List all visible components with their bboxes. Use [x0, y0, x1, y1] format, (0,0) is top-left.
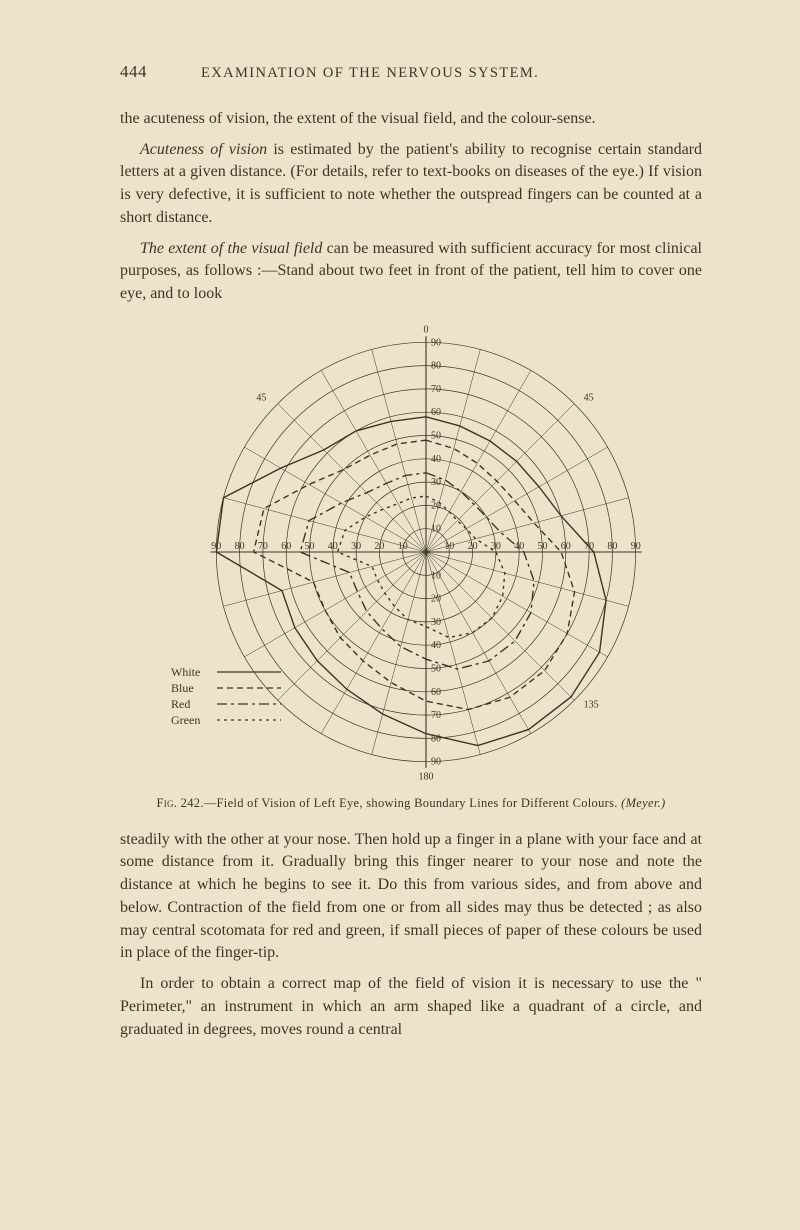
field-of-vision-diagram: 1010101020202020303030304040404050505050…	[120, 322, 702, 792]
svg-text:80: 80	[431, 360, 441, 371]
svg-text:40: 40	[514, 541, 524, 552]
svg-text:180: 180	[419, 771, 434, 782]
svg-text:10: 10	[431, 523, 441, 534]
svg-text:10: 10	[398, 541, 408, 552]
svg-text:60: 60	[281, 541, 291, 552]
svg-text:20: 20	[468, 541, 478, 552]
figure-number: Fig. 242.	[156, 796, 203, 810]
page-number: 444	[120, 62, 147, 82]
svg-text:90: 90	[431, 337, 441, 348]
para-4: steadily with the other at your nose. Th…	[120, 829, 702, 965]
svg-text:90: 90	[631, 541, 641, 552]
para-1: the acuteness of vision, the extent of t…	[120, 108, 702, 131]
svg-text:50: 50	[431, 663, 441, 674]
svg-text:30: 30	[431, 477, 441, 488]
running-head: EXAMINATION OF THE NERVOUS SYSTEM.	[201, 65, 539, 82]
svg-text:45: 45	[584, 392, 594, 403]
figure-caption: Fig. 242.—Field of Vision of Left Eye, s…	[120, 796, 702, 811]
svg-text:Blue: Blue	[171, 681, 194, 695]
svg-text:20: 20	[431, 593, 441, 604]
svg-text:40: 40	[431, 640, 441, 651]
svg-text:10: 10	[444, 541, 454, 552]
svg-text:80: 80	[607, 541, 617, 552]
svg-text:30: 30	[351, 541, 361, 552]
page-header: 444 EXAMINATION OF THE NERVOUS SYSTEM.	[120, 62, 702, 82]
para-3: The extent of the visual field can be me…	[120, 238, 702, 306]
svg-text:70: 70	[258, 541, 268, 552]
svg-text:60: 60	[431, 687, 441, 698]
svg-text:60: 60	[561, 541, 571, 552]
svg-text:70: 70	[431, 710, 441, 721]
svg-text:40: 40	[431, 454, 441, 465]
para-2-term: Acuteness of vision	[140, 141, 267, 158]
para-5: In order to obtain a correct map of the …	[120, 973, 702, 1041]
svg-text:10: 10	[431, 570, 441, 581]
figure-attribution: (Meyer.)	[621, 796, 665, 810]
svg-text:70: 70	[431, 384, 441, 395]
svg-text:Red: Red	[171, 697, 190, 711]
svg-text:90: 90	[431, 756, 441, 767]
page: 444 EXAMINATION OF THE NERVOUS SYSTEM. t…	[0, 0, 800, 1230]
svg-text:50: 50	[538, 541, 548, 552]
para-3-term: The extent of the visual field	[140, 240, 322, 257]
svg-text:20: 20	[374, 541, 384, 552]
svg-text:50: 50	[305, 541, 315, 552]
svg-text:45: 45	[256, 392, 266, 403]
svg-text:135: 135	[584, 699, 599, 710]
svg-text:30: 30	[431, 617, 441, 628]
svg-text:40: 40	[328, 541, 338, 552]
svg-text:Green: Green	[171, 713, 200, 727]
svg-text:0: 0	[424, 324, 429, 335]
para-2: Acuteness of vision is estimated by the …	[120, 139, 702, 230]
svg-text:80: 80	[235, 541, 245, 552]
svg-text:60: 60	[431, 407, 441, 418]
svg-text:50: 50	[431, 430, 441, 441]
figure-caption-text: —Field of Vision of Left Eye, showing Bo…	[204, 796, 618, 810]
visual-field-chart: 1010101020202020303030304040404050505050…	[141, 322, 681, 792]
svg-text:White: White	[171, 665, 200, 679]
